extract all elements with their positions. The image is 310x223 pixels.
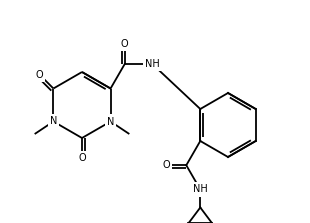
Text: N: N (50, 116, 57, 126)
Text: NH: NH (145, 59, 160, 69)
Text: NH: NH (193, 184, 208, 194)
Text: O: O (36, 70, 43, 80)
Text: O: O (78, 153, 86, 163)
Text: N: N (107, 116, 114, 126)
Text: O: O (162, 160, 170, 170)
Text: O: O (121, 39, 128, 49)
